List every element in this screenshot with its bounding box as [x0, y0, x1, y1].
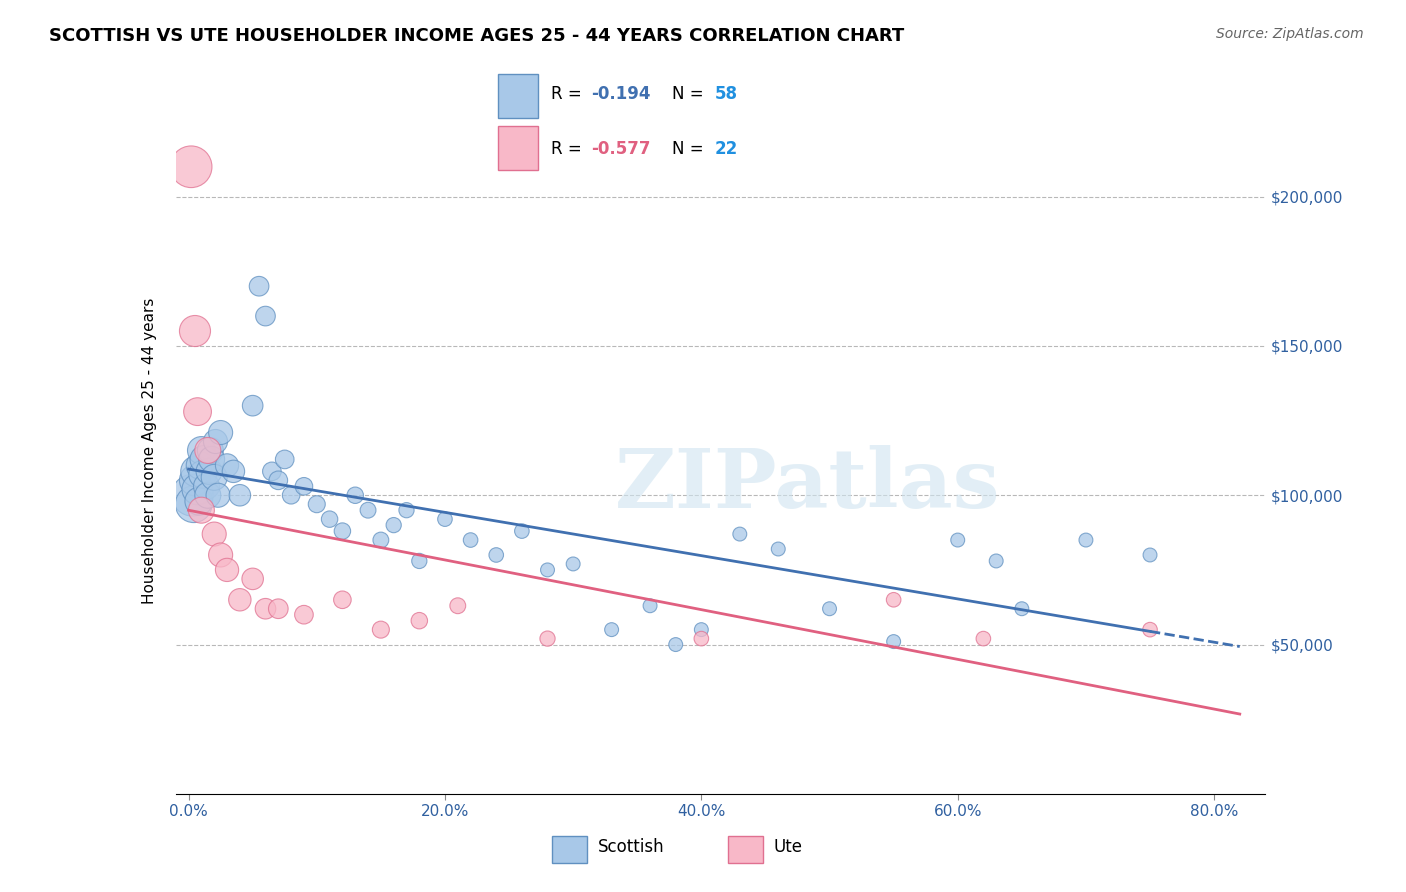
Text: Scottish: Scottish — [598, 838, 664, 856]
Y-axis label: Householder Income Ages 25 - 44 years: Householder Income Ages 25 - 44 years — [142, 297, 157, 604]
Text: 22: 22 — [714, 140, 738, 159]
Point — [690, 623, 713, 637]
Point — [204, 434, 226, 449]
Point — [768, 541, 790, 556]
Point — [190, 503, 212, 517]
Point — [202, 527, 225, 541]
Point — [1074, 533, 1097, 547]
Point — [201, 452, 224, 467]
Point — [332, 524, 354, 538]
Point — [200, 443, 222, 458]
Point — [357, 503, 380, 517]
Point — [181, 488, 204, 502]
Point — [690, 632, 713, 646]
Point — [180, 160, 202, 174]
Point — [191, 467, 214, 482]
Point — [186, 464, 208, 478]
FancyBboxPatch shape — [498, 126, 538, 169]
Point — [408, 614, 430, 628]
Text: R =: R = — [551, 86, 586, 103]
Point — [818, 601, 841, 615]
Point — [190, 443, 212, 458]
Point — [883, 592, 905, 607]
Point — [318, 512, 340, 526]
Point — [184, 324, 207, 338]
Point — [183, 497, 205, 511]
Point — [254, 309, 277, 323]
Text: -0.577: -0.577 — [591, 140, 651, 159]
Text: 58: 58 — [714, 86, 738, 103]
Point — [184, 473, 207, 487]
Point — [274, 452, 297, 467]
Point — [600, 623, 623, 637]
Point — [510, 524, 533, 538]
Point — [215, 458, 238, 473]
Text: ZIPatlas: ZIPatlas — [614, 445, 1001, 524]
Point — [187, 494, 209, 508]
Text: N =: N = — [672, 140, 709, 159]
Point — [344, 488, 367, 502]
Point — [946, 533, 969, 547]
Point — [186, 483, 209, 497]
Point — [195, 479, 218, 493]
Point — [292, 607, 315, 622]
Point — [883, 634, 905, 648]
Point — [460, 533, 482, 547]
Point — [197, 443, 219, 458]
Point — [1139, 623, 1161, 637]
Point — [1139, 548, 1161, 562]
Point — [485, 548, 508, 562]
Text: -0.194: -0.194 — [591, 86, 651, 103]
Text: Ute: Ute — [773, 838, 803, 856]
Point — [242, 399, 264, 413]
Point — [305, 497, 328, 511]
Point — [209, 548, 232, 562]
Text: N =: N = — [672, 86, 709, 103]
Point — [986, 554, 1008, 568]
FancyBboxPatch shape — [551, 837, 588, 863]
Text: SCOTTISH VS UTE HOUSEHOLDER INCOME AGES 25 - 44 YEARS CORRELATION CHART: SCOTTISH VS UTE HOUSEHOLDER INCOME AGES … — [49, 27, 904, 45]
Point — [280, 488, 302, 502]
Point — [188, 458, 211, 473]
Point — [382, 518, 405, 533]
Point — [332, 592, 354, 607]
Point — [267, 473, 290, 487]
Point — [562, 557, 585, 571]
Point — [229, 592, 252, 607]
Point — [728, 527, 751, 541]
Point — [638, 599, 661, 613]
Point — [197, 488, 219, 502]
Point — [260, 464, 283, 478]
Point — [215, 563, 238, 577]
Point — [207, 488, 229, 502]
Point — [222, 464, 245, 478]
Point — [242, 572, 264, 586]
Point — [193, 452, 215, 467]
Point — [198, 464, 221, 478]
Text: R =: R = — [551, 140, 586, 159]
Point — [209, 425, 232, 440]
Point — [395, 503, 418, 517]
Point — [202, 470, 225, 484]
Point — [433, 512, 456, 526]
FancyBboxPatch shape — [498, 74, 538, 118]
Point — [665, 638, 688, 652]
Point — [972, 632, 994, 646]
Point — [447, 599, 470, 613]
Point — [267, 601, 290, 615]
Text: Source: ZipAtlas.com: Source: ZipAtlas.com — [1216, 27, 1364, 41]
Point — [292, 479, 315, 493]
Point — [254, 601, 277, 615]
Point — [1011, 601, 1033, 615]
FancyBboxPatch shape — [728, 837, 762, 863]
Point — [370, 533, 392, 547]
Point — [186, 404, 209, 418]
Point — [247, 279, 270, 293]
Point — [408, 554, 430, 568]
Point — [536, 632, 558, 646]
Point — [536, 563, 558, 577]
Point — [370, 623, 392, 637]
Point — [229, 488, 252, 502]
